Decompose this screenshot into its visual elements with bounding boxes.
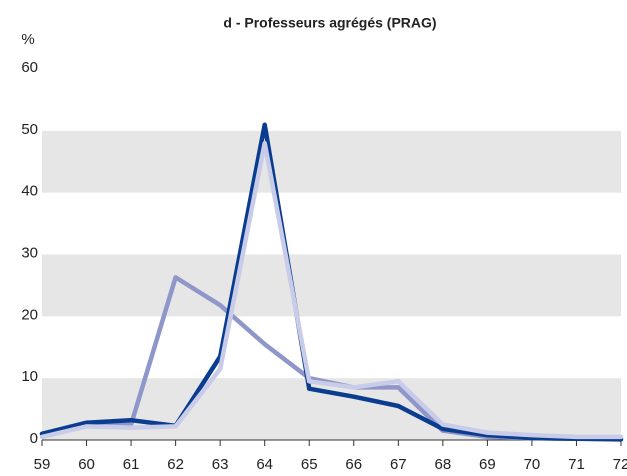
x-tick-label: 59 xyxy=(34,456,51,473)
x-tick-label: 72 xyxy=(613,456,627,473)
series-line xyxy=(39,140,624,440)
x-tick-label: 61 xyxy=(123,456,140,473)
y-tick-label: 10 xyxy=(21,368,38,385)
series-line xyxy=(39,122,624,442)
x-tick-label: 63 xyxy=(212,456,229,473)
grid-band xyxy=(42,378,621,440)
x-tick-label: 68 xyxy=(435,456,452,473)
y-tick-label: 60 xyxy=(21,59,38,76)
grid-band xyxy=(42,254,621,317)
y-tick-label: 30 xyxy=(21,244,38,261)
x-tick-label: 60 xyxy=(78,456,95,473)
x-tick-label: 71 xyxy=(568,456,585,473)
x-tick-label: 62 xyxy=(167,456,184,473)
x-tick-label: 66 xyxy=(345,456,362,473)
grid-band xyxy=(42,130,621,193)
x-tick-label: 67 xyxy=(390,456,407,473)
y-tick-label: 20 xyxy=(21,306,38,323)
chart-title: d - Professeurs agrégés (PRAG) xyxy=(223,15,436,31)
x-tick-label: 69 xyxy=(479,456,496,473)
y-axis-label: % xyxy=(21,31,34,48)
y-tick-label: 0 xyxy=(30,430,38,447)
x-tick-label: 70 xyxy=(524,456,541,473)
y-tick-label: 50 xyxy=(21,121,38,138)
y-tick-label: 40 xyxy=(21,183,38,200)
x-tick-label: 65 xyxy=(301,456,318,473)
x-tick-label: 64 xyxy=(256,456,273,473)
